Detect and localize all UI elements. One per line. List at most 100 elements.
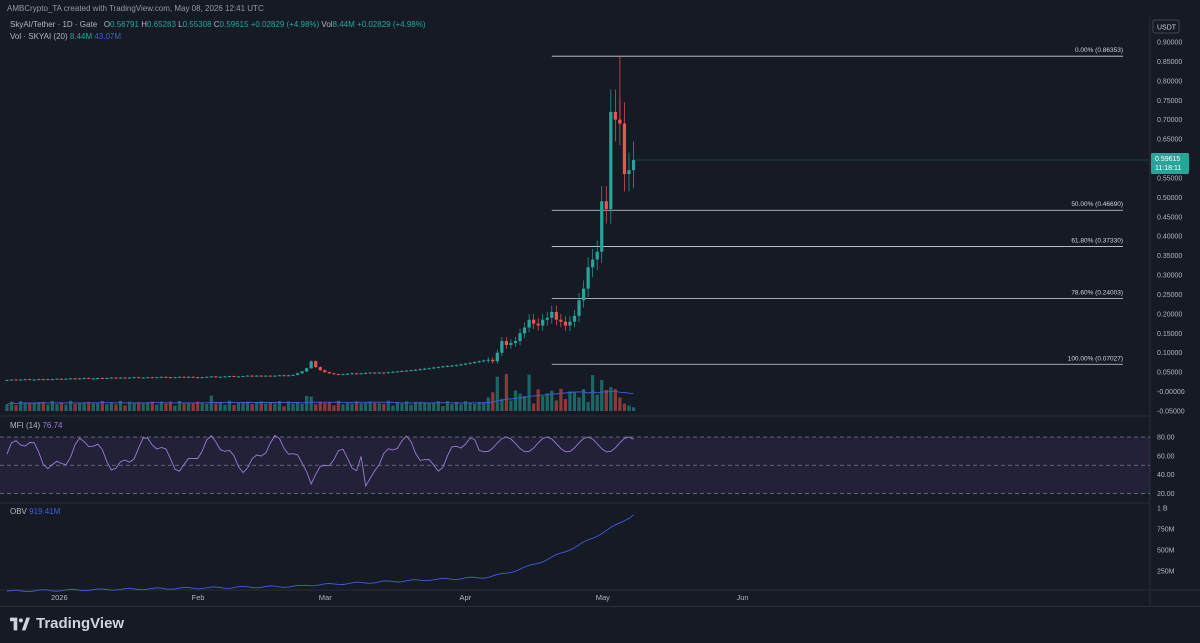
chart-credit: AMBCrypto_TA created with TradingView.co…: [7, 4, 264, 13]
volume-bar: [382, 403, 386, 411]
mfi-label[interactable]: MFI (14): [10, 421, 41, 430]
obv-label[interactable]: OBV: [10, 507, 27, 516]
volume-bar: [414, 401, 418, 411]
price-tick-label: 0.15000: [1157, 331, 1182, 338]
candle-body: [354, 373, 359, 375]
volume-bar: [513, 390, 518, 411]
volume-bar: [604, 389, 608, 411]
mfi-tick-label: 60.00: [1157, 453, 1175, 460]
volume-bar: [300, 403, 304, 411]
candle-body: [618, 119, 622, 124]
brand-name: TradingView: [36, 615, 125, 632]
candle-body: [87, 377, 91, 379]
fib-level-label: 0.00% (0.86353): [1075, 47, 1123, 54]
candle-body: [82, 377, 86, 379]
candle-body: [14, 379, 18, 381]
volume-bar: [368, 401, 372, 411]
volume-bar: [250, 404, 254, 411]
obv-legend: OBV 919.41M: [10, 507, 60, 516]
countdown-label: 11:18:11: [1155, 165, 1181, 172]
volume-bar: [486, 397, 490, 411]
volume-bar: [114, 404, 118, 411]
volume-bar: [591, 375, 595, 411]
footer-bar: TradingView: [0, 606, 1200, 643]
volume-bar: [459, 404, 463, 411]
price-tick-label: 0.20000: [1157, 311, 1182, 318]
candle-body: [246, 375, 250, 377]
candle-body: [232, 376, 236, 378]
candle-body: [250, 375, 254, 377]
volume-bar: [123, 405, 127, 411]
obv-tick-label: 750M: [1157, 527, 1175, 534]
candle-body: [173, 377, 177, 379]
candle-body: [132, 377, 136, 379]
candle-body: [395, 371, 400, 373]
candle-body: [282, 375, 286, 377]
volume-bar: [200, 402, 204, 411]
price-tick-label: 0.10000: [1157, 350, 1182, 357]
volume-bar: [395, 401, 400, 411]
volume-bar: [341, 404, 345, 411]
volume-bar: [377, 403, 381, 411]
candle-body: [259, 375, 263, 377]
price-tick-label: 0.05000: [1157, 370, 1182, 377]
chart-canvas[interactable]: 0.90000 0.85000 0.80000 0.75000 0.70000 0.650…: [0, 0, 1200, 606]
volume-bar: [246, 401, 250, 411]
volume-bar: [314, 404, 318, 411]
volume-bar: [100, 401, 104, 411]
candle-body: [50, 379, 54, 381]
mfi-line: [6, 434, 634, 488]
volume-bar: [550, 390, 554, 411]
candle-body: [155, 377, 159, 379]
candle-body: [268, 375, 272, 377]
volume-bar: [559, 388, 563, 411]
volume-bar: [532, 403, 536, 411]
price-tick-label: 0.55000: [1157, 175, 1182, 182]
volume-bar: [522, 395, 527, 411]
candle-body: [364, 372, 368, 374]
volume-bar: [463, 401, 468, 411]
price-tick-label: 0.50000: [1157, 195, 1182, 202]
candle-body: [105, 377, 109, 379]
candle-body: [78, 378, 82, 380]
time-tick-label: 2026: [51, 593, 68, 602]
volume-bar: [78, 402, 82, 411]
fib-level-label: 50.00% (0.46690): [1071, 201, 1123, 208]
candle-body: [286, 375, 291, 377]
volume-bar: [159, 401, 163, 411]
volume-bar: [127, 401, 132, 411]
candle-body: [527, 319, 531, 328]
candle-body: [522, 327, 527, 334]
candle-body: [73, 378, 77, 380]
candle-body: [332, 373, 336, 375]
volume-bar: [191, 402, 195, 411]
price-tick-label: 0.30000: [1157, 273, 1182, 280]
volume-bar: [214, 403, 218, 411]
candle-body: [445, 365, 449, 367]
volume-bar: [50, 401, 54, 411]
candle-body: [414, 369, 418, 371]
time-tick-label: Mar: [319, 593, 332, 602]
symbol-name[interactable]: SkyAI/Tether · 1D · Gate: [10, 20, 98, 29]
price-tick-label: -0.00000: [1157, 389, 1185, 396]
candle-body: [146, 377, 150, 379]
volume-bar: [64, 404, 68, 411]
candle-body: [209, 376, 213, 378]
obv-tick-label: 1 B: [1157, 506, 1168, 513]
volume-bar: [391, 405, 395, 411]
volume-bar: [627, 405, 631, 411]
last-price-label: 0.59615: [1155, 156, 1180, 163]
candle-body: [577, 300, 581, 316]
volume-bar: [282, 406, 286, 411]
price-tick-label: 0.85000: [1157, 59, 1182, 66]
volume-bar: [454, 402, 459, 411]
price-tick-label: 0.40000: [1157, 234, 1182, 241]
time-tick-label: Feb: [192, 593, 205, 602]
volume-bar: [354, 401, 359, 411]
volume-bar: [318, 401, 322, 411]
volume-indicator-name[interactable]: Vol · SKYAI (20): [10, 32, 68, 41]
tradingview-logo[interactable]: TradingView: [10, 615, 124, 632]
volume-bar: [305, 396, 309, 411]
close-value: 0.59615: [219, 20, 249, 29]
change-value: +0.02829 (+4.98%): [250, 20, 320, 29]
